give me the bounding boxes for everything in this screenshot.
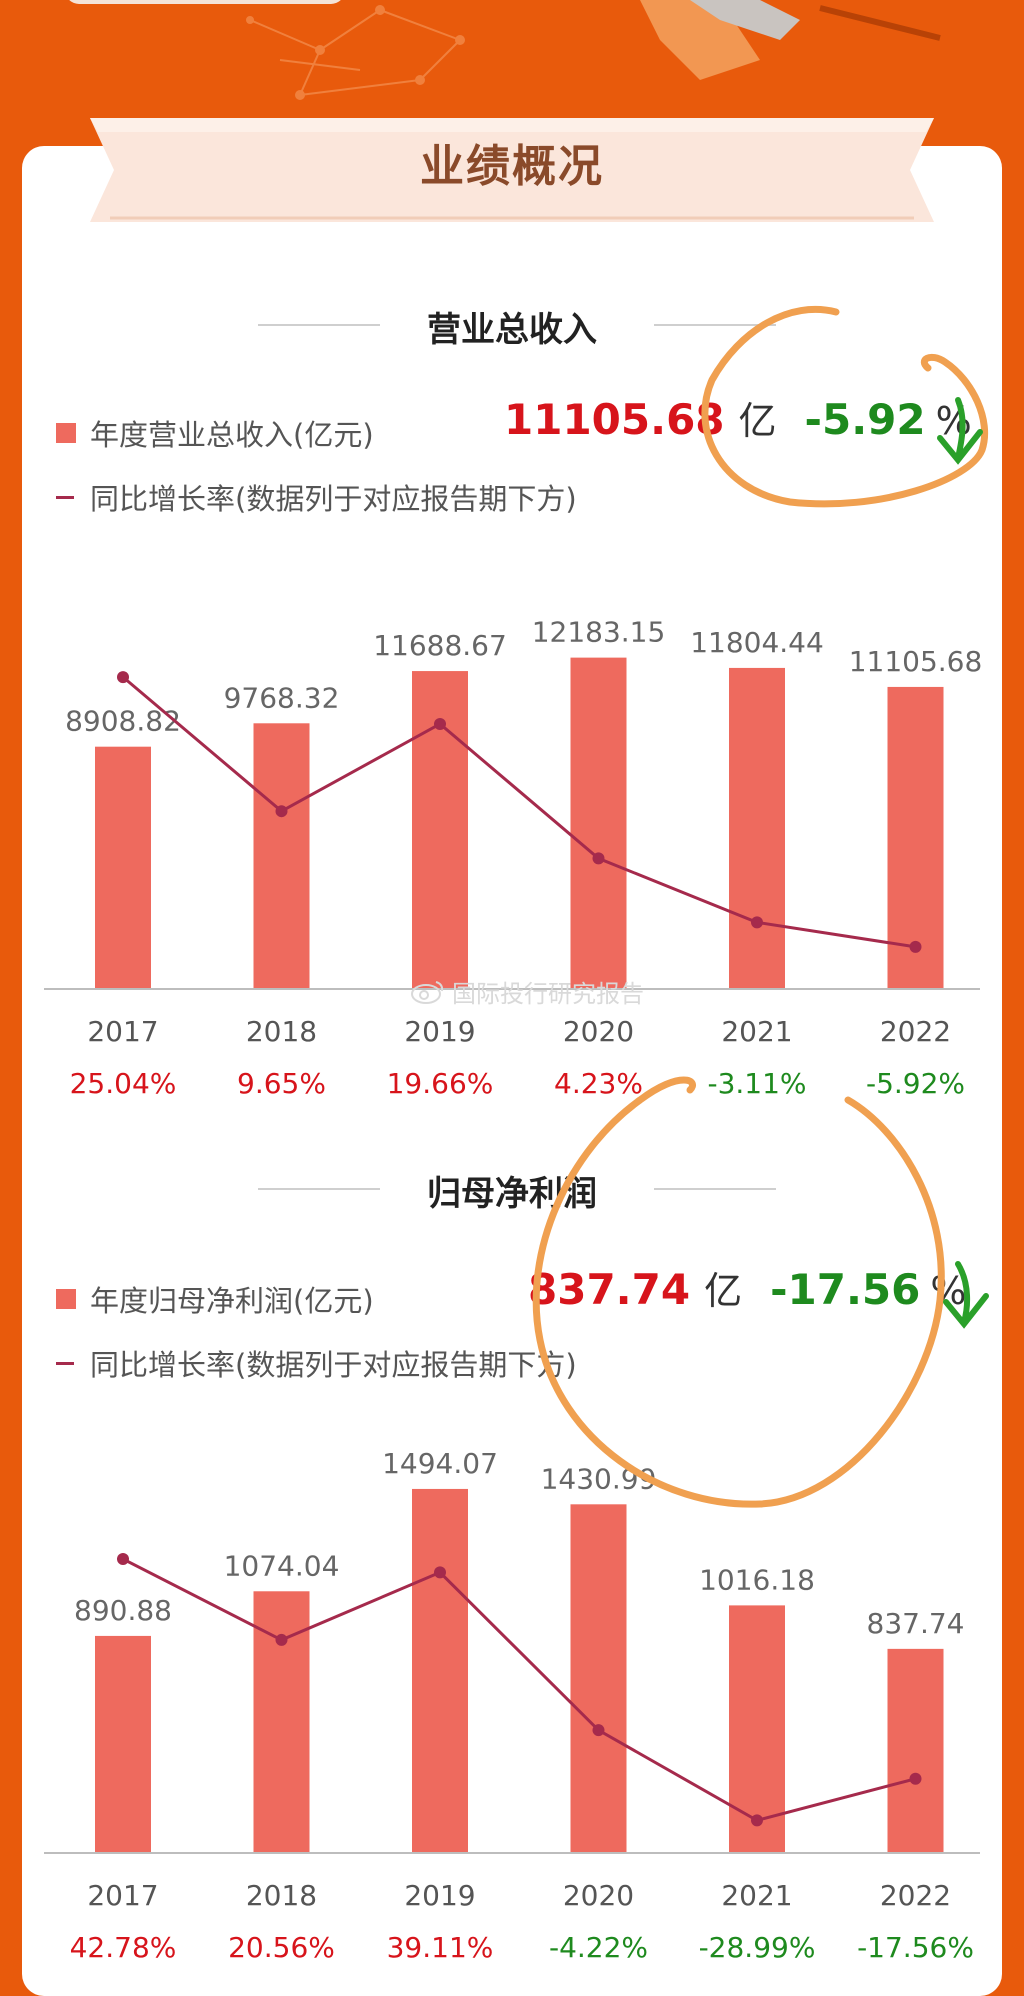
x-tick-label: 2019 [404,1879,475,1912]
top-decoration [246,0,941,100]
x-tick-label: 2017 [87,1015,158,1048]
growth-label: 42.78% [70,1931,177,1964]
growth-point [275,1633,288,1646]
revenue-legend-bar: 年度营业总收入(亿元) [56,412,374,454]
growth-point [117,671,129,684]
bar [253,723,310,989]
growth-label: -5.92% [866,1067,965,1100]
revenue-legend-line-label: 同比增长率(数据列于对应报告期下方) [90,482,577,516]
profit-highlight-pct: -17.56 [770,1265,921,1314]
profit-legend-bar: 年度归母净利润(亿元) [56,1278,374,1320]
bar-legend-swatch [56,1289,76,1309]
profit-highlight-pct-sign: % [930,1269,967,1313]
growth-label: 9.65% [237,1067,326,1100]
bar [95,1635,151,1853]
growth-series-line [122,1557,916,1823]
x-tick-label: 2020 [563,1879,634,1912]
bar-value-label: 11688.67 [373,629,507,662]
bar [887,686,944,989]
x-tick-label: 2022 [880,1015,951,1048]
revenue-legend-bar-label: 年度营业总收入(亿元) [90,418,374,452]
bar [412,1488,468,1853]
profit-highlight: 837.74 亿 -17.56 % [528,1260,966,1315]
weibo-icon [411,980,444,1004]
revenue-legend-line: 同比增长率(数据列于对应报告期下方) [56,476,577,518]
growth-point [275,805,288,818]
growth-point [751,916,763,929]
bar-value-label: 1430.99 [541,1462,657,1495]
growth-point [751,1814,763,1827]
header-ribbon [90,118,934,222]
bar-value-label: 11105.68 [849,645,983,678]
growth-label: 19.66% [387,1067,494,1100]
growth-point [909,940,922,953]
x-tick-label: 2017 [87,1879,158,1912]
revenue-title-rule-right [654,324,776,326]
profit-legend-bar-label: 年度归母净利润(亿元) [90,1284,374,1318]
profit-legend-line-label: 同比增长率(数据列于对应报告期下方) [90,1348,577,1382]
profit-highlight-value: 837.74 [528,1265,691,1314]
bar [729,1605,785,1853]
top-pill-decoration [65,0,345,4]
profit-title-rule-left [258,1188,380,1190]
bar [95,746,151,989]
x-tick-label: 2018 [246,1015,317,1048]
growth-label: -4.22% [549,1931,648,1964]
bar [570,657,627,989]
watermark: 国际投行研究报告 [410,974,644,1009]
growth-label: 20.56% [228,1931,335,1964]
bar [570,1504,627,1853]
revenue-highlight: 11105.68 亿 -5.92 % [504,390,972,445]
revenue-highlight-unit: 亿 [738,399,777,443]
profit-title-rule-right [654,1188,776,1190]
x-tick-label: 2021 [721,1015,792,1048]
bar-value-label: 890.88 [74,1594,172,1627]
bar-value-label: 1016.18 [699,1563,815,1596]
growth-series-line [122,675,916,949]
bar-value-label: 1494.07 [382,1447,498,1480]
growth-label: 39.11% [387,1931,494,1964]
x-tick-label: 2020 [563,1015,634,1048]
profit-section-title: 归母净利润 [427,1174,597,1214]
growth-label: -28.99% [699,1931,816,1964]
growth-point [592,1724,605,1737]
page-title: 业绩概况 [420,141,604,192]
revenue-highlight-pct: -5.92 [804,395,926,444]
line-legend-swatch [56,495,74,499]
profit-chart: 890.88 1074.04 1494.07 1430.99 1016.18 837.74… [44,1447,980,1964]
bar-value-label: 12183.15 [532,616,666,649]
growth-label: -17.56% [857,1931,974,1964]
bar [729,667,785,989]
bar [887,1648,944,1853]
growth-point [434,1566,446,1579]
x-tick-label: 2021 [721,1879,792,1912]
growth-point [909,1772,922,1785]
growth-label: 25.04% [70,1067,177,1100]
profit-legend-line: 同比增长率(数据列于对应报告期下方) [56,1342,577,1384]
revenue-highlight-value: 11105.68 [504,395,725,444]
bar-legend-swatch [56,423,76,443]
bar-value-label: 11804.44 [690,626,824,659]
revenue-highlight-pct-sign: % [935,399,972,443]
growth-point [117,1553,129,1566]
bar-value-label: 9768.32 [224,681,340,714]
profit-highlight-unit: 亿 [704,1269,743,1313]
x-tick-label: 2019 [404,1015,475,1048]
x-tick-label: 2018 [246,1879,317,1912]
growth-label: 4.23% [554,1067,643,1100]
revenue-section-title: 营业总收入 [427,310,597,350]
growth-point [434,717,446,730]
revenue-title-rule-left [258,324,380,326]
bar-value-label: 1074.04 [224,1549,340,1582]
line-legend-swatch [56,1361,74,1365]
growth-point [592,852,605,865]
bar-value-label: 837.74 [867,1607,965,1640]
growth-label: -3.11% [707,1067,806,1100]
x-tick-label: 2022 [880,1879,951,1912]
watermark-text: 国际投行研究报告 [452,980,644,1008]
